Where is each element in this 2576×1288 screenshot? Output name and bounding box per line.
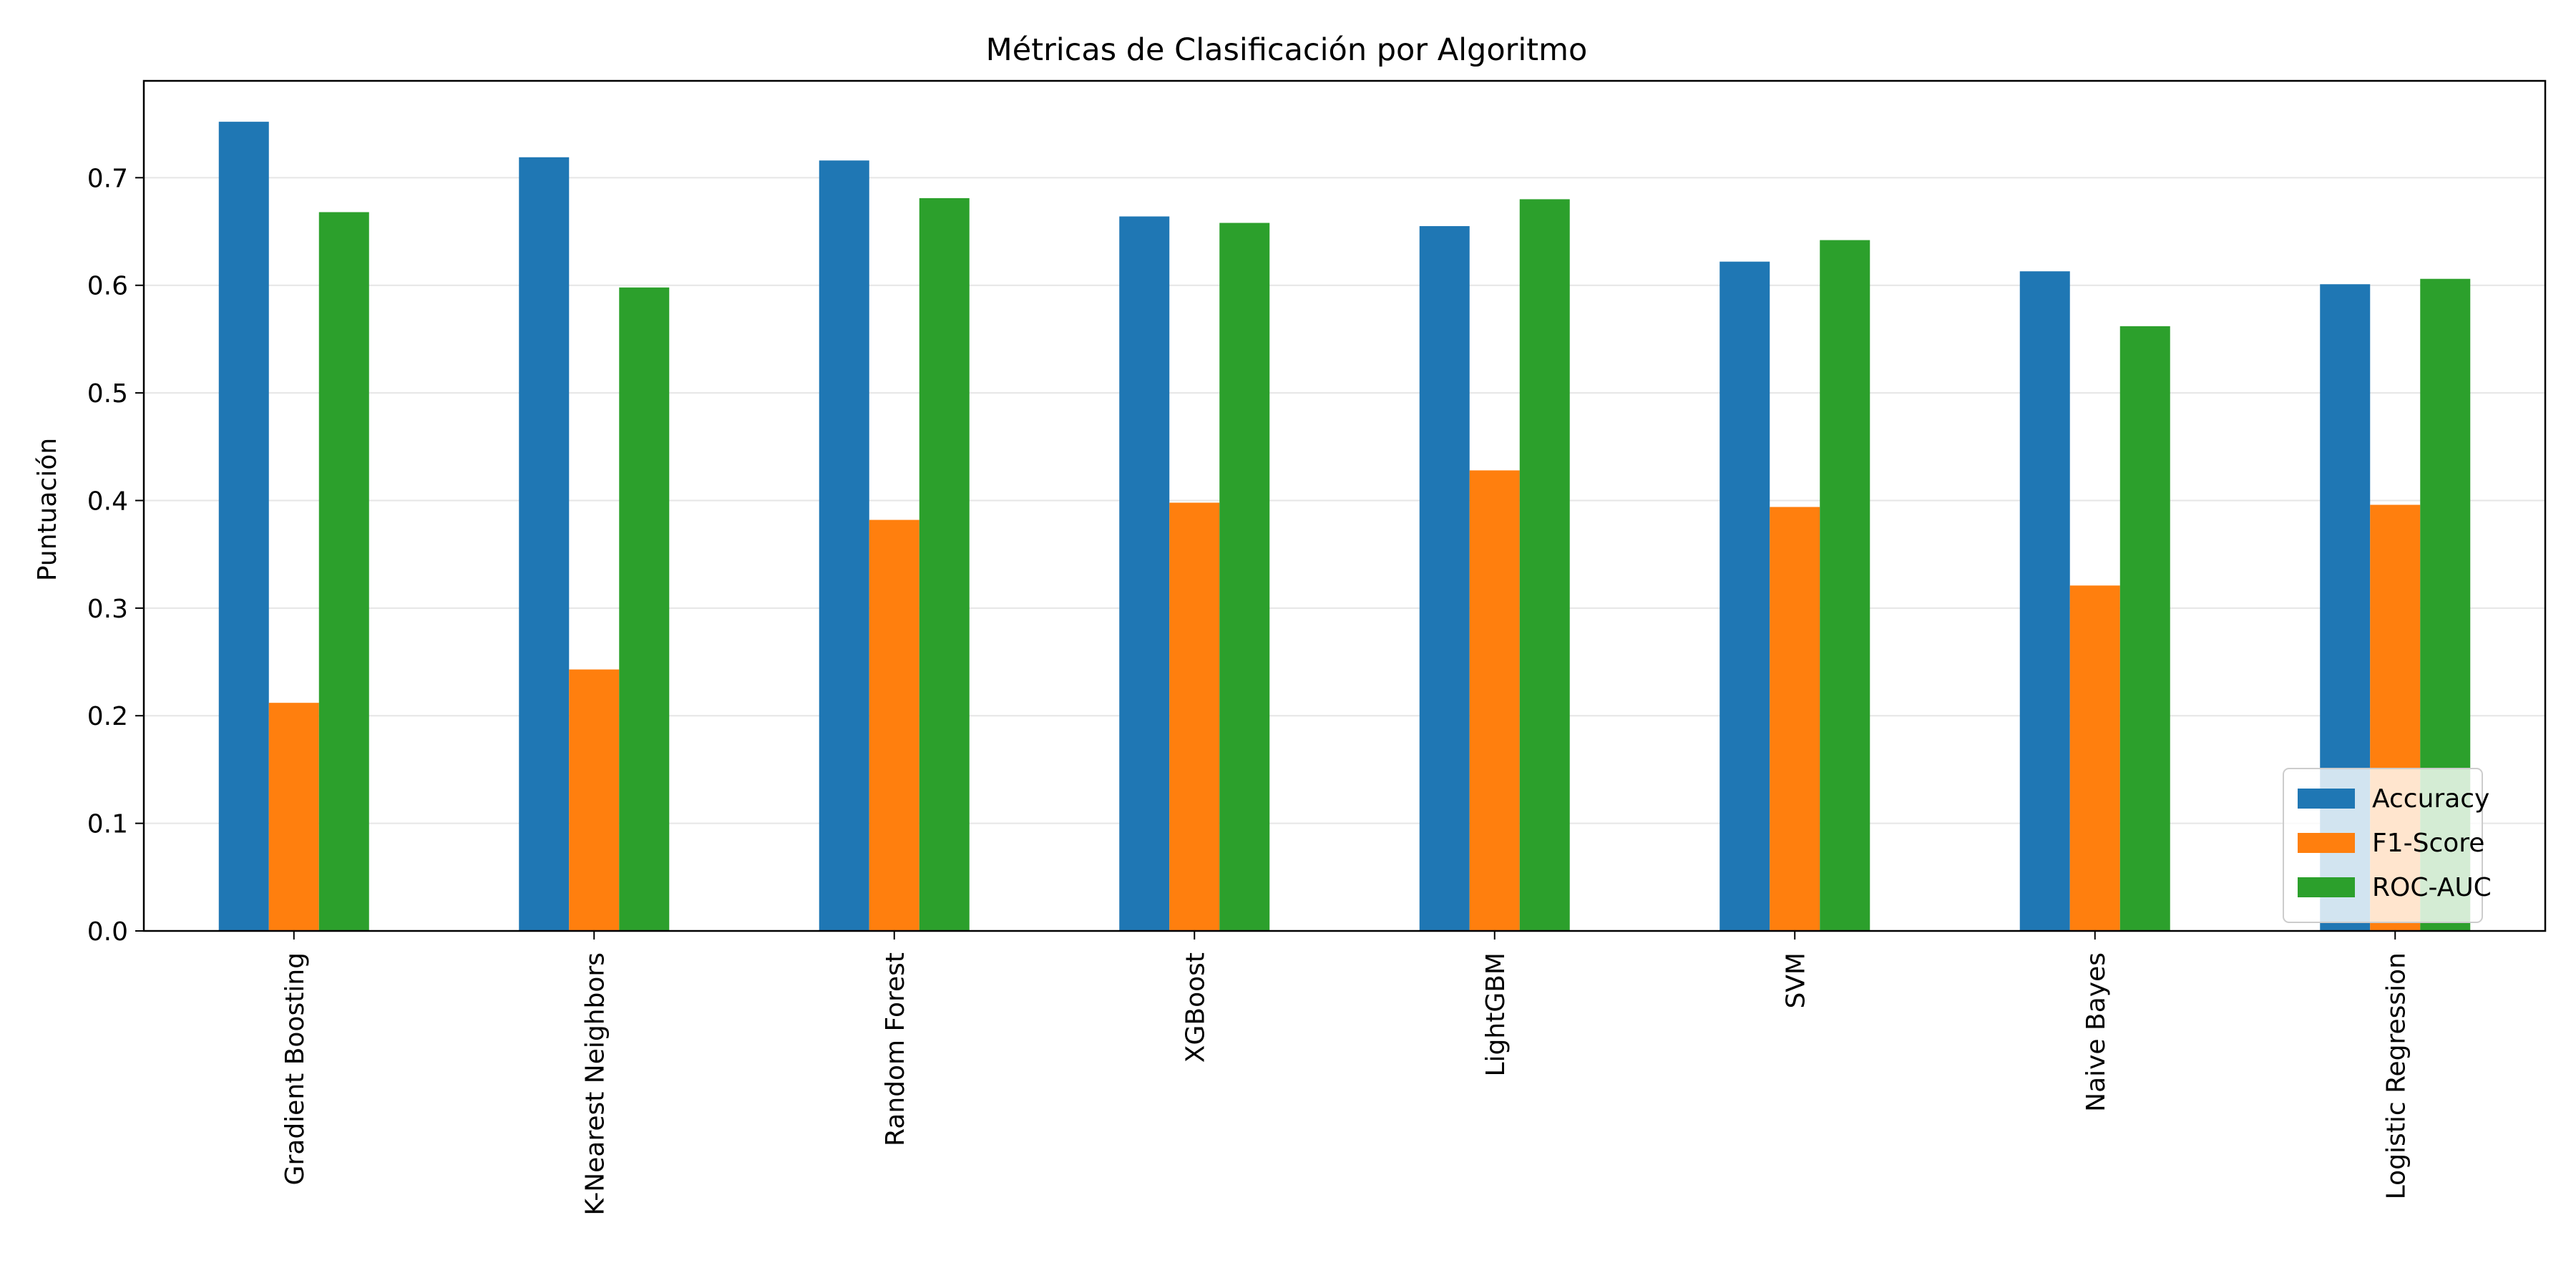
x-tick-label: SVM (1781, 952, 1810, 1009)
bars (218, 122, 2471, 932)
x-tick-label: Random Forest (881, 952, 910, 1146)
plot-frame (142, 79, 2547, 932)
y-tick-label: 0.4 (87, 487, 128, 516)
x-tick-label: K-Nearest Neighbors (580, 952, 610, 1216)
y-tick-label: 0.3 (87, 595, 128, 624)
bar-accuracy (519, 157, 570, 931)
bar-accuracy (2019, 271, 2070, 932)
legend-swatch (2298, 833, 2355, 853)
bar-roc-auc (919, 197, 970, 931)
legend: Accuracy F1-Score ROC-AUC (2283, 768, 2492, 923)
y-tick-label: 0.6 (87, 272, 128, 301)
legend-swatch (2298, 789, 2355, 809)
bar-roc-auc (1820, 240, 1870, 931)
bar-roc-auc (1519, 199, 1570, 931)
x-tick-label: Gradient Boosting (280, 952, 310, 1185)
y-axis-label: Puntuación (33, 438, 62, 581)
bar-roc-auc (2119, 326, 2170, 931)
bar-f1-score (1169, 502, 1220, 931)
bar-accuracy (1419, 226, 1470, 931)
legend-label: Accuracy (2372, 784, 2489, 814)
bar-f1-score (268, 703, 319, 931)
chart-title: Métricas de Clasificación por Algoritmo (986, 32, 1588, 68)
y-tick-label: 0.2 (87, 702, 128, 731)
bar-f1-score (869, 519, 919, 931)
x-tick-label: Logistic Regression (2381, 952, 2411, 1199)
legend-swatch (2298, 877, 2355, 897)
bar-accuracy (819, 160, 869, 931)
legend-label: ROC-AUC (2372, 873, 2492, 902)
bar-roc-auc (1219, 223, 1270, 932)
bar-f1-score (569, 669, 620, 931)
y-tick-label: 0.5 (87, 379, 128, 409)
x-tick-label: Naive Bayes (2082, 952, 2111, 1112)
y-tick-label: 0.1 (87, 810, 128, 839)
bar-accuracy (218, 122, 269, 932)
y-tick-label: 0.7 (87, 164, 128, 193)
bar-f1-score (1770, 507, 1820, 931)
bar-f1-score (2069, 585, 2120, 931)
y-tick-label: 0.0 (87, 917, 128, 947)
axes: 0.0 0.1 0.2 0.3 0.4 0.5 0.6 0.7 Gradient Boostin… (87, 79, 2547, 1216)
bar-f1-score (1469, 470, 1520, 931)
x-tick-label: XGBoost (1181, 952, 1210, 1063)
legend-label: F1-Score (2372, 829, 2484, 858)
bar-accuracy (1119, 216, 1170, 931)
bar-roc-auc (619, 287, 670, 931)
bar-roc-auc (318, 212, 369, 932)
x-tick-label: LightGBM (1481, 952, 1511, 1077)
bar-accuracy (1719, 261, 1770, 932)
